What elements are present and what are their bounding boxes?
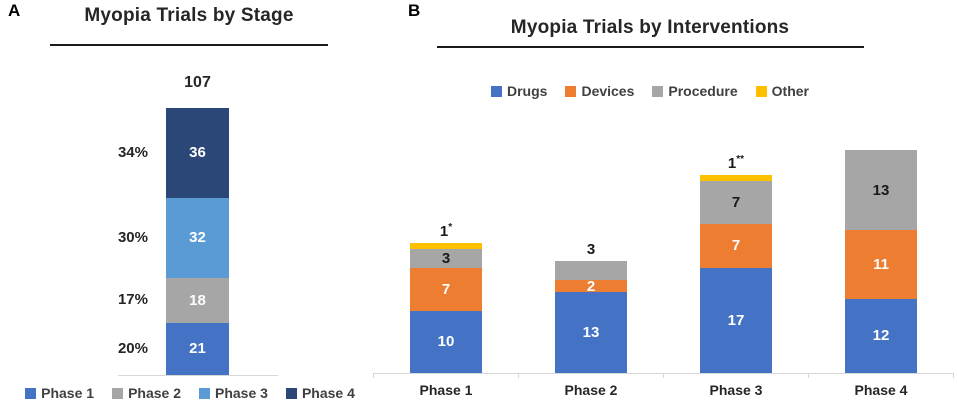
legend-label: Phase 2 — [128, 385, 181, 401]
bar-top-label-phase-3: 1** — [727, 153, 745, 172]
legend-item-phase-3: Phase 3 — [199, 385, 268, 401]
percent-label-phase-1: 20% — [117, 339, 148, 357]
legend-label: Phase 4 — [301, 385, 355, 401]
bar-segment-phase-1-other — [410, 242, 482, 249]
legend-swatch-phase-3 — [199, 387, 210, 399]
bar-segment-phase-3: 32 — [166, 197, 229, 278]
legend-swatch-drugs — [491, 85, 502, 97]
legend-swatch-procedure — [652, 85, 664, 97]
panel-b-axis-tick — [518, 373, 519, 378]
bar-segment-phase-1-procedure: 3 — [410, 248, 482, 268]
percent-label-phase-2: 17% — [117, 291, 148, 308]
panel-a-letter: A — [8, 1, 21, 20]
panel-b-title-underline — [437, 46, 864, 48]
bar-segment-phase-1-drugs: 10 — [410, 310, 482, 373]
panel-b-axis-tick — [808, 373, 809, 378]
bar-segment-phase-4-drugs: 12 — [845, 298, 917, 373]
bar-segment-phase-4: 36 — [166, 107, 229, 198]
stacked-bar-phase-4: 13 11 12 — [845, 149, 917, 373]
panel-a-baseline — [118, 375, 278, 376]
legend-label: Phase 3 — [215, 385, 268, 401]
bar-segment-phase-2-drugs: 13 — [555, 292, 627, 373]
panel-b-axis-tick — [373, 373, 374, 378]
panel-a-title: Myopia Trials by Stage — [84, 5, 294, 26]
legend-swatch-phase-1 — [25, 387, 37, 399]
category-label-phase-4: Phase 4 — [854, 382, 908, 398]
bar-segment-phase-2-devices: 2 — [555, 278, 627, 294]
category-label-phase-1: Phase 1 — [419, 382, 473, 398]
legend-item-drugs: Drugs — [491, 83, 547, 99]
panel-b-axis-tick — [953, 373, 954, 378]
legend-item-procedure: Procedure — [652, 83, 738, 99]
bar-segment-phase-2-procedure — [555, 261, 627, 280]
bar-top-label-phase-1: 1* — [439, 221, 453, 240]
legend-swatch-phase-2 — [112, 387, 124, 399]
legend-label: Procedure — [668, 83, 738, 99]
legend-swatch-other — [755, 85, 767, 97]
stacked-bar-phase-1: 3 7 10 — [410, 242, 482, 373]
bar-segment-phase-4-procedure: 13 — [845, 149, 917, 231]
category-label-phase-3: Phase 3 — [709, 382, 763, 398]
legend-swatch-devices — [565, 85, 577, 97]
panel-b-legend: Drugs Devices Procedure Other — [430, 83, 870, 99]
panel-a-legend: Phase 1 Phase 2 Phase 3 Phase 4 — [4, 385, 376, 401]
legend-swatch-phase-4 — [285, 387, 297, 399]
panel-a-stacked-bar: 36 32 18 21 — [166, 107, 229, 375]
panel-b-letter: B — [408, 1, 421, 20]
legend-label: Devices — [581, 83, 635, 99]
bar-segment-phase-3-other — [700, 174, 772, 181]
bar-segment-phase-2: 18 — [166, 277, 229, 323]
legend-label: Other — [771, 83, 809, 99]
stacked-bar-phase-2: 2 13 — [555, 261, 627, 373]
bar-top-label-phase-2: 3 — [586, 241, 596, 259]
panel-b-title: Myopia Trials by Interventions — [510, 17, 790, 38]
legend-label: Phase 1 — [41, 385, 95, 401]
panel-a-total-label: 107 — [184, 74, 211, 91]
bar-segment-phase-1-devices: 7 — [410, 267, 482, 311]
legend-item-devices: Devices — [565, 83, 634, 99]
bar-segment-phase-3-drugs: 17 — [700, 267, 772, 373]
stacked-bar-phase-3: 7 7 17 — [700, 174, 772, 373]
legend-item-phase-1: Phase 1 — [25, 385, 94, 401]
legend-item-phase-4: Phase 4 — [285, 385, 355, 401]
category-label-phase-2: Phase 2 — [564, 382, 618, 398]
legend-label: Drugs — [507, 83, 548, 99]
percent-label-phase-3: 30% — [117, 228, 148, 246]
bar-segment-phase-3-devices: 7 — [700, 224, 772, 268]
bar-segment-phase-3-procedure: 7 — [700, 180, 772, 225]
percent-label-phase-4: 34% — [117, 143, 148, 161]
top-label-asterisk: ** — [736, 153, 745, 165]
panel-b-axis-tick — [663, 373, 664, 378]
legend-item-other: Other — [755, 83, 809, 99]
bar-segment-phase-4-devices: 11 — [845, 230, 917, 299]
panel-a-title-underline — [50, 44, 328, 46]
top-label-asterisk: * — [448, 221, 453, 233]
legend-item-phase-2: Phase 2 — [112, 385, 181, 401]
bar-segment-phase-1: 21 — [166, 322, 229, 375]
